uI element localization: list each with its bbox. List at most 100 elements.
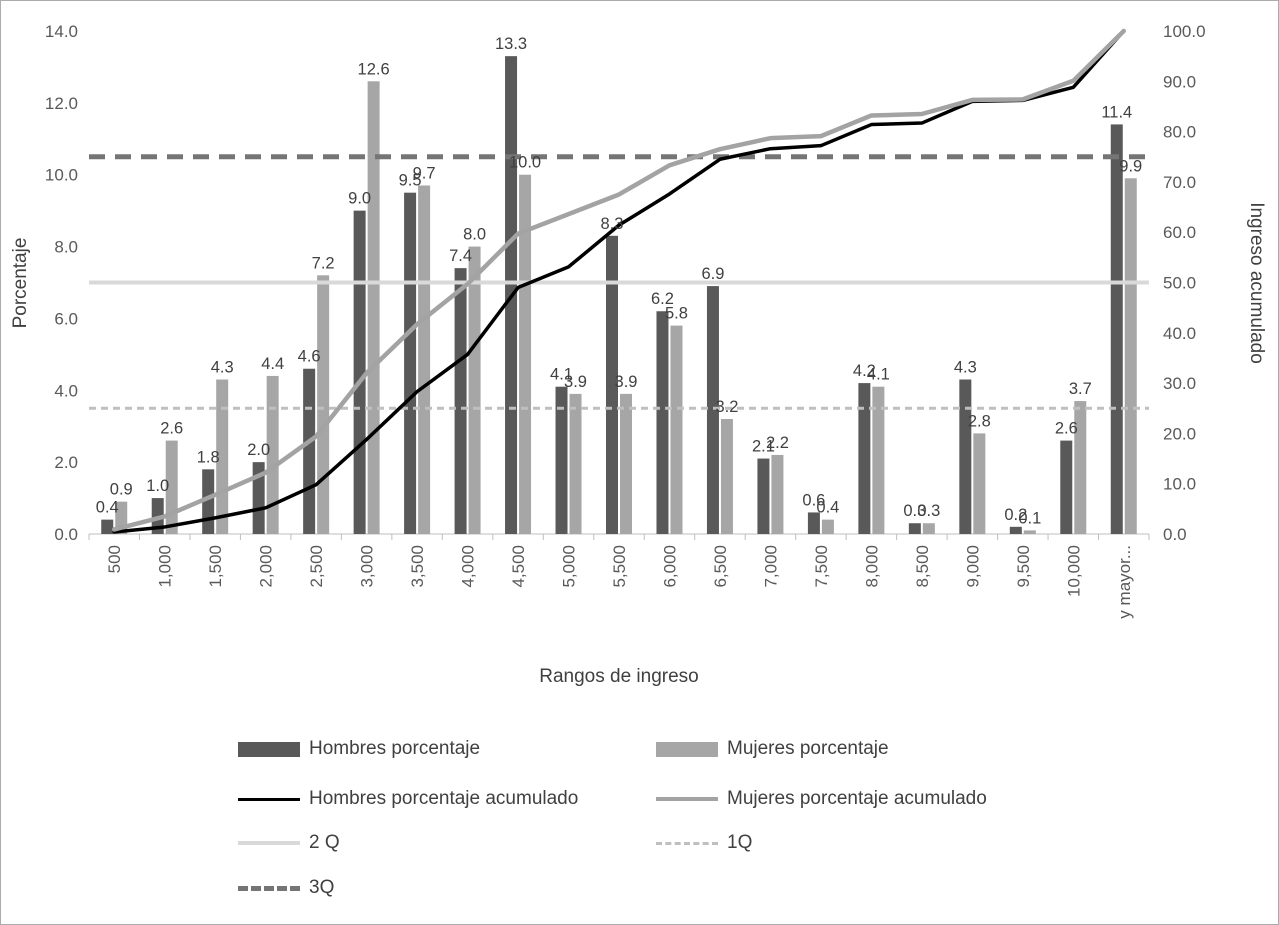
svg-text:0.4: 0.4 [816,499,839,517]
svg-text:60.0: 60.0 [1163,223,1196,242]
legend-label: 2 Q [309,832,340,853]
legend-label: Mujeres porcentaje [727,738,889,759]
svg-text:11.4: 11.4 [1101,103,1132,121]
svg-text:7,500: 7,500 [812,545,831,588]
hombres-bar-swatch [238,741,300,757]
svg-text:4.3: 4.3 [954,359,977,377]
svg-text:3.2: 3.2 [715,398,738,416]
legend-label: 1Q [727,832,753,853]
svg-text:7,000: 7,000 [761,545,780,588]
svg-text:8.3: 8.3 [601,215,624,233]
svg-text:4.1: 4.1 [550,366,573,384]
svg-text:6,500: 6,500 [711,545,730,588]
legend-item-1q: 1Q [656,832,752,854]
svg-text:3.7: 3.7 [1069,380,1092,398]
svg-text:30.0: 30.0 [1163,374,1196,393]
svg-text:5,000: 5,000 [560,545,579,588]
svg-text:3,000: 3,000 [358,545,377,588]
svg-text:4,000: 4,000 [459,545,478,588]
svg-text:100.0: 100.0 [1163,22,1206,41]
svg-text:4.1: 4.1 [867,366,890,384]
svg-text:0.0: 0.0 [54,525,78,544]
svg-text:3,500: 3,500 [408,545,427,588]
svg-text:4.3: 4.3 [211,359,234,377]
svg-text:2.6: 2.6 [160,420,183,438]
svg-text:2.8: 2.8 [968,412,991,430]
svg-text:7.4: 7.4 [449,247,472,265]
hombres-line-swatch [238,797,300,801]
legend-item-mujeres-porcentaje: Mujeres porcentaje [656,738,889,760]
svg-text:10.0: 10.0 [1163,475,1196,494]
q1-line-swatch [656,841,718,845]
svg-text:1,000: 1,000 [156,545,175,588]
legend-item-3q: 3Q [238,877,334,899]
svg-text:2.6: 2.6 [1055,420,1078,438]
svg-text:0.4: 0.4 [96,499,119,517]
svg-text:20.0: 20.0 [1163,424,1196,443]
svg-text:500: 500 [105,545,124,573]
legend-item-hombres-porcentaje: Hombres porcentaje [238,738,480,760]
svg-text:2.0: 2.0 [247,441,270,459]
svg-text:9.0: 9.0 [348,190,371,208]
svg-text:80.0: 80.0 [1163,123,1196,142]
q3-line-swatch [238,885,300,891]
svg-text:2.0: 2.0 [54,453,78,472]
svg-text:9.9: 9.9 [1119,157,1142,175]
legend-label: Hombres porcentaje [309,738,481,759]
svg-text:70.0: 70.0 [1163,173,1196,192]
svg-text:8.0: 8.0 [463,226,486,244]
svg-text:4.6: 4.6 [298,348,321,366]
svg-text:12.0: 12.0 [45,94,78,113]
svg-text:14.0: 14.0 [45,22,78,41]
svg-text:12.6: 12.6 [358,60,390,78]
svg-text:2.1: 2.1 [752,438,775,456]
svg-text:4,500: 4,500 [509,545,528,588]
svg-text:1,500: 1,500 [206,545,225,588]
svg-text:50.0: 50.0 [1163,274,1196,293]
svg-text:10.0: 10.0 [509,154,541,172]
svg-text:0.9: 0.9 [110,481,133,499]
svg-text:2,500: 2,500 [307,545,326,588]
svg-text:0.0: 0.0 [1163,525,1187,544]
svg-text:10.0: 10.0 [45,166,78,185]
svg-text:90.0: 90.0 [1163,72,1196,91]
svg-text:9.7: 9.7 [413,164,436,182]
svg-text:40.0: 40.0 [1163,324,1196,343]
svg-text:2,000: 2,000 [257,545,276,588]
svg-text:4.0: 4.0 [54,381,78,400]
svg-text:6.0: 6.0 [54,309,78,328]
combo-chart: 0.0 2.0 4.0 6.0 8.0 10.0 12.0 14.0 0.0 10.0 20.0 30… [10,22,1267,687]
right-axis-title: Ingreso acumulado [1246,202,1267,364]
legend-label: Hombres porcentaje acumulado [309,788,579,809]
chart-plot-area: 0.0 2.0 4.0 6.0 8.0 10.0 12.0 14.0 0.0 10.0 20.0 30… [45,22,1206,619]
legend-item-hombres-acumulado: Hombres porcentaje acumulado [238,788,578,810]
svg-text:9.5: 9.5 [399,172,422,190]
svg-text:0.6: 0.6 [802,491,825,509]
legend-item-mujeres-acumulado: Mujeres porcentaje acumulado [656,788,987,810]
x-axis-title: Rangos de ingreso [539,666,699,687]
svg-text:9,000: 9,000 [963,545,982,588]
svg-text:4.4: 4.4 [261,355,284,373]
svg-text:3.9: 3.9 [564,373,587,391]
svg-text:1.8: 1.8 [197,448,220,466]
svg-text:5.8: 5.8 [665,305,688,323]
svg-text:1.0: 1.0 [146,477,169,495]
legend-label: Mujeres porcentaje acumulado [727,788,987,809]
left-axis-title: Porcentaje [10,238,31,329]
svg-text:5,500: 5,500 [610,545,629,588]
svg-text:8,500: 8,500 [913,545,932,588]
svg-text:0.3: 0.3 [917,502,940,520]
svg-text:6,000: 6,000 [660,545,679,588]
legend-label: 3Q [309,877,335,898]
mujeres-bar-swatch [656,741,718,757]
svg-text:6.2: 6.2 [651,290,674,308]
svg-text:4.2: 4.2 [853,362,876,380]
svg-text:0.3: 0.3 [903,502,926,520]
svg-text:8,000: 8,000 [862,545,881,588]
svg-text:8.0: 8.0 [54,238,78,257]
svg-text:9,500: 9,500 [1014,545,1033,588]
svg-text:6.9: 6.9 [701,265,724,283]
svg-text:7.2: 7.2 [312,254,335,272]
legend-item-2q: 2 Q [238,832,340,854]
